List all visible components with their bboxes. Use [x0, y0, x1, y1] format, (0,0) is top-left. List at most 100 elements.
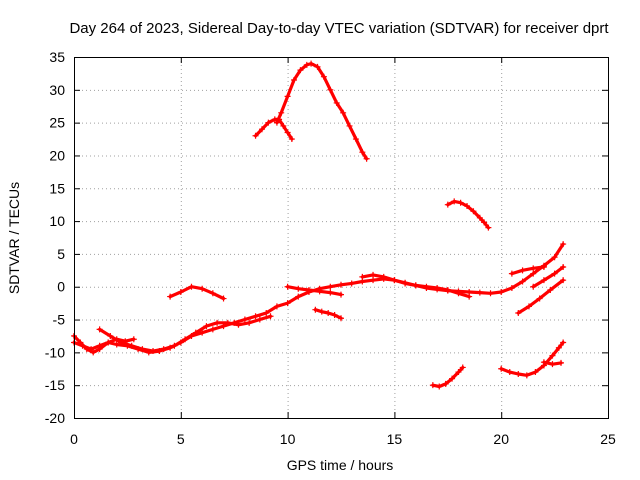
data-point	[241, 316, 248, 323]
x-tick-label: 20	[493, 431, 509, 447]
y-tick-label: 35	[49, 49, 65, 65]
y-tick-label: -15	[45, 377, 65, 393]
data-point	[267, 313, 274, 320]
data-point	[295, 285, 302, 292]
data-point	[258, 126, 265, 133]
series-arc-2	[71, 241, 567, 356]
data-point	[429, 382, 436, 389]
data-point	[203, 323, 210, 330]
y-tick-label: 0	[57, 279, 65, 295]
y-tick-label: 20	[49, 147, 65, 163]
series-arc-14	[515, 277, 567, 316]
axis-ticks: 0 5 10 15 20 25 35 30 25 20 15 10 5 0 -5 -10 -15 -20	[45, 49, 616, 447]
data-point	[325, 309, 332, 316]
data-point	[128, 342, 135, 349]
data-point	[278, 109, 285, 116]
data-point	[515, 309, 522, 316]
data-point	[444, 201, 451, 208]
series-line	[275, 61, 369, 161]
data-point	[476, 289, 483, 296]
series-arc-7	[284, 283, 344, 298]
y-axis-label: SDTVAR / TECUs	[6, 182, 22, 294]
y-tick-label: -5	[53, 312, 66, 328]
data-point	[530, 283, 537, 290]
y-tick-label: -10	[45, 344, 65, 360]
series-arc-8	[312, 306, 344, 322]
data-point	[551, 270, 558, 277]
data-point	[391, 277, 398, 284]
data-point	[320, 73, 327, 80]
series-line	[286, 285, 343, 297]
grid	[74, 57, 608, 418]
series-arc-3	[96, 313, 274, 355]
data-point	[291, 76, 298, 83]
data-point	[252, 313, 259, 320]
data-point	[359, 149, 366, 156]
data-point	[96, 326, 103, 333]
data-point	[318, 308, 325, 315]
data-point	[506, 369, 513, 376]
data-point	[192, 329, 199, 336]
data-point	[284, 129, 291, 136]
data-point	[90, 349, 97, 356]
data-point	[308, 60, 315, 67]
data-point	[555, 344, 562, 351]
data-point	[525, 303, 532, 310]
data-point	[273, 303, 280, 310]
data-point	[182, 336, 189, 343]
data-point	[540, 264, 547, 271]
data-point	[523, 372, 530, 379]
data-point	[348, 280, 355, 287]
data-point	[338, 291, 344, 298]
data-point	[519, 267, 526, 274]
data-point	[540, 277, 547, 284]
data-point	[316, 288, 323, 295]
data-point	[547, 287, 554, 294]
data-point	[508, 285, 515, 292]
data-point	[265, 119, 272, 126]
x-tick-label: 25	[600, 431, 616, 447]
data-point	[167, 293, 174, 300]
data-point	[188, 283, 195, 290]
data-point	[402, 280, 409, 287]
data-point	[303, 61, 310, 68]
data-point	[560, 339, 567, 346]
series-arc-13	[540, 359, 565, 368]
series-line	[516, 278, 565, 315]
data-point	[455, 369, 462, 376]
data-point	[331, 311, 338, 318]
data-point	[295, 293, 302, 300]
data-point	[199, 329, 206, 336]
data-point	[340, 109, 347, 116]
data-point	[412, 282, 419, 289]
y-tick-label: 5	[57, 246, 65, 262]
data-point	[449, 375, 456, 382]
data-point	[487, 290, 494, 297]
data-point	[352, 136, 359, 143]
series-line	[510, 265, 546, 276]
data-point	[536, 295, 543, 302]
x-tick-label: 10	[280, 431, 296, 447]
data-point	[540, 359, 547, 366]
data-point	[297, 67, 304, 74]
y-tick-label: 10	[49, 213, 65, 229]
data-point	[346, 122, 353, 129]
series-line	[446, 199, 490, 230]
data-point	[284, 283, 291, 290]
x-axis-label: GPS time / hours	[287, 457, 394, 473]
series-arc-11	[429, 364, 466, 390]
series-arc-6	[273, 60, 370, 162]
data-point	[107, 332, 114, 339]
data-point	[560, 264, 567, 271]
data-point	[481, 219, 488, 226]
data-point	[498, 365, 505, 372]
data-point	[451, 198, 458, 205]
data-point	[117, 339, 124, 346]
data-point	[370, 277, 377, 284]
data-point	[139, 346, 146, 353]
data-point	[423, 283, 430, 290]
data-point	[235, 321, 242, 328]
data-point	[209, 290, 216, 297]
data-point	[485, 224, 492, 231]
data-point	[549, 361, 556, 368]
